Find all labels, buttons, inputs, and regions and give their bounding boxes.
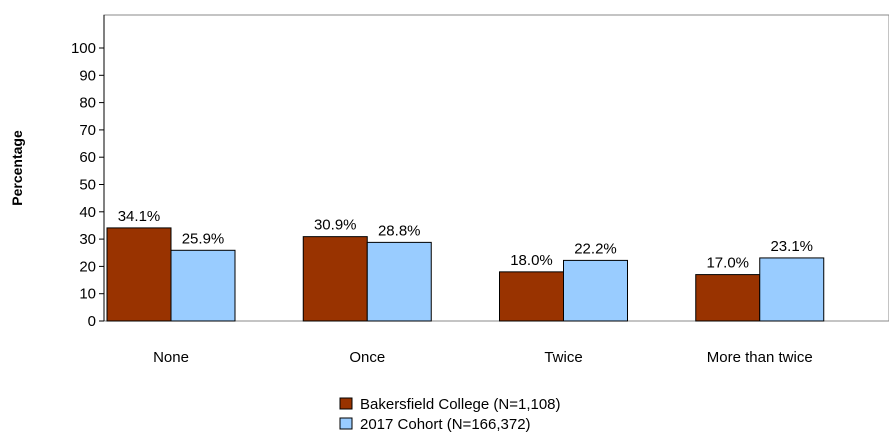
y-tick-label: 50 [79, 177, 96, 194]
bar-series1-3 [695, 274, 761, 322]
data-label: 28.8% [378, 222, 421, 239]
legend-label: Bakersfield College (N=1,108) [360, 396, 561, 413]
y-tick-label: 100 [71, 40, 96, 57]
y-tick-label: 80 [79, 95, 96, 112]
value-labels: 34.1% 25.9% 30.9% 28.8% 18.0% 22.2% 17.0% 23.1% [118, 208, 813, 272]
x-tick-label: None [153, 349, 189, 366]
data-label: 22.2% [574, 240, 617, 257]
bars [106, 227, 825, 322]
data-label: 17.0% [706, 255, 749, 272]
x-axis-labels: None Once Twice More than twice [153, 349, 813, 366]
bar-series2-3 [759, 257, 825, 322]
data-label: 18.0% [510, 252, 553, 269]
x-tick-label: Once [349, 349, 385, 366]
data-label: 23.1% [770, 238, 813, 255]
y-tick-label: 70 [79, 122, 96, 139]
x-tick-label: More than twice [707, 349, 813, 366]
bar-series2-1 [366, 241, 432, 322]
bar-series2-0 [170, 249, 236, 322]
x-tick-label: Twice [544, 349, 582, 366]
data-label: 34.1% [118, 208, 161, 225]
data-label: 30.9% [314, 217, 357, 234]
y-tick-label: 40 [79, 204, 96, 221]
bar-series1-0 [106, 227, 172, 322]
y-tick-label: 20 [79, 258, 96, 275]
y-tick-label: 60 [79, 149, 96, 166]
y-axis: 0 10 20 30 40 50 60 70 80 90 100 [71, 15, 105, 330]
legend: Bakersfield College (N=1,108) 2017 Cohort… [339, 396, 561, 433]
y-axis-label: Percentage [9, 130, 25, 206]
bar-series1-2 [499, 271, 564, 322]
legend-swatch [339, 397, 353, 410]
y-tick-label: 30 [79, 231, 96, 248]
y-tick-label: 10 [79, 286, 96, 303]
y-tick-label: 0 [88, 313, 96, 330]
legend-swatch [339, 417, 353, 430]
data-label: 25.9% [182, 230, 225, 247]
legend-label: 2017 Cohort (N=166,372) [360, 416, 531, 433]
bar-series1-1 [302, 236, 368, 322]
bar-series2-2 [563, 259, 628, 322]
y-tick-label: 90 [79, 67, 96, 84]
